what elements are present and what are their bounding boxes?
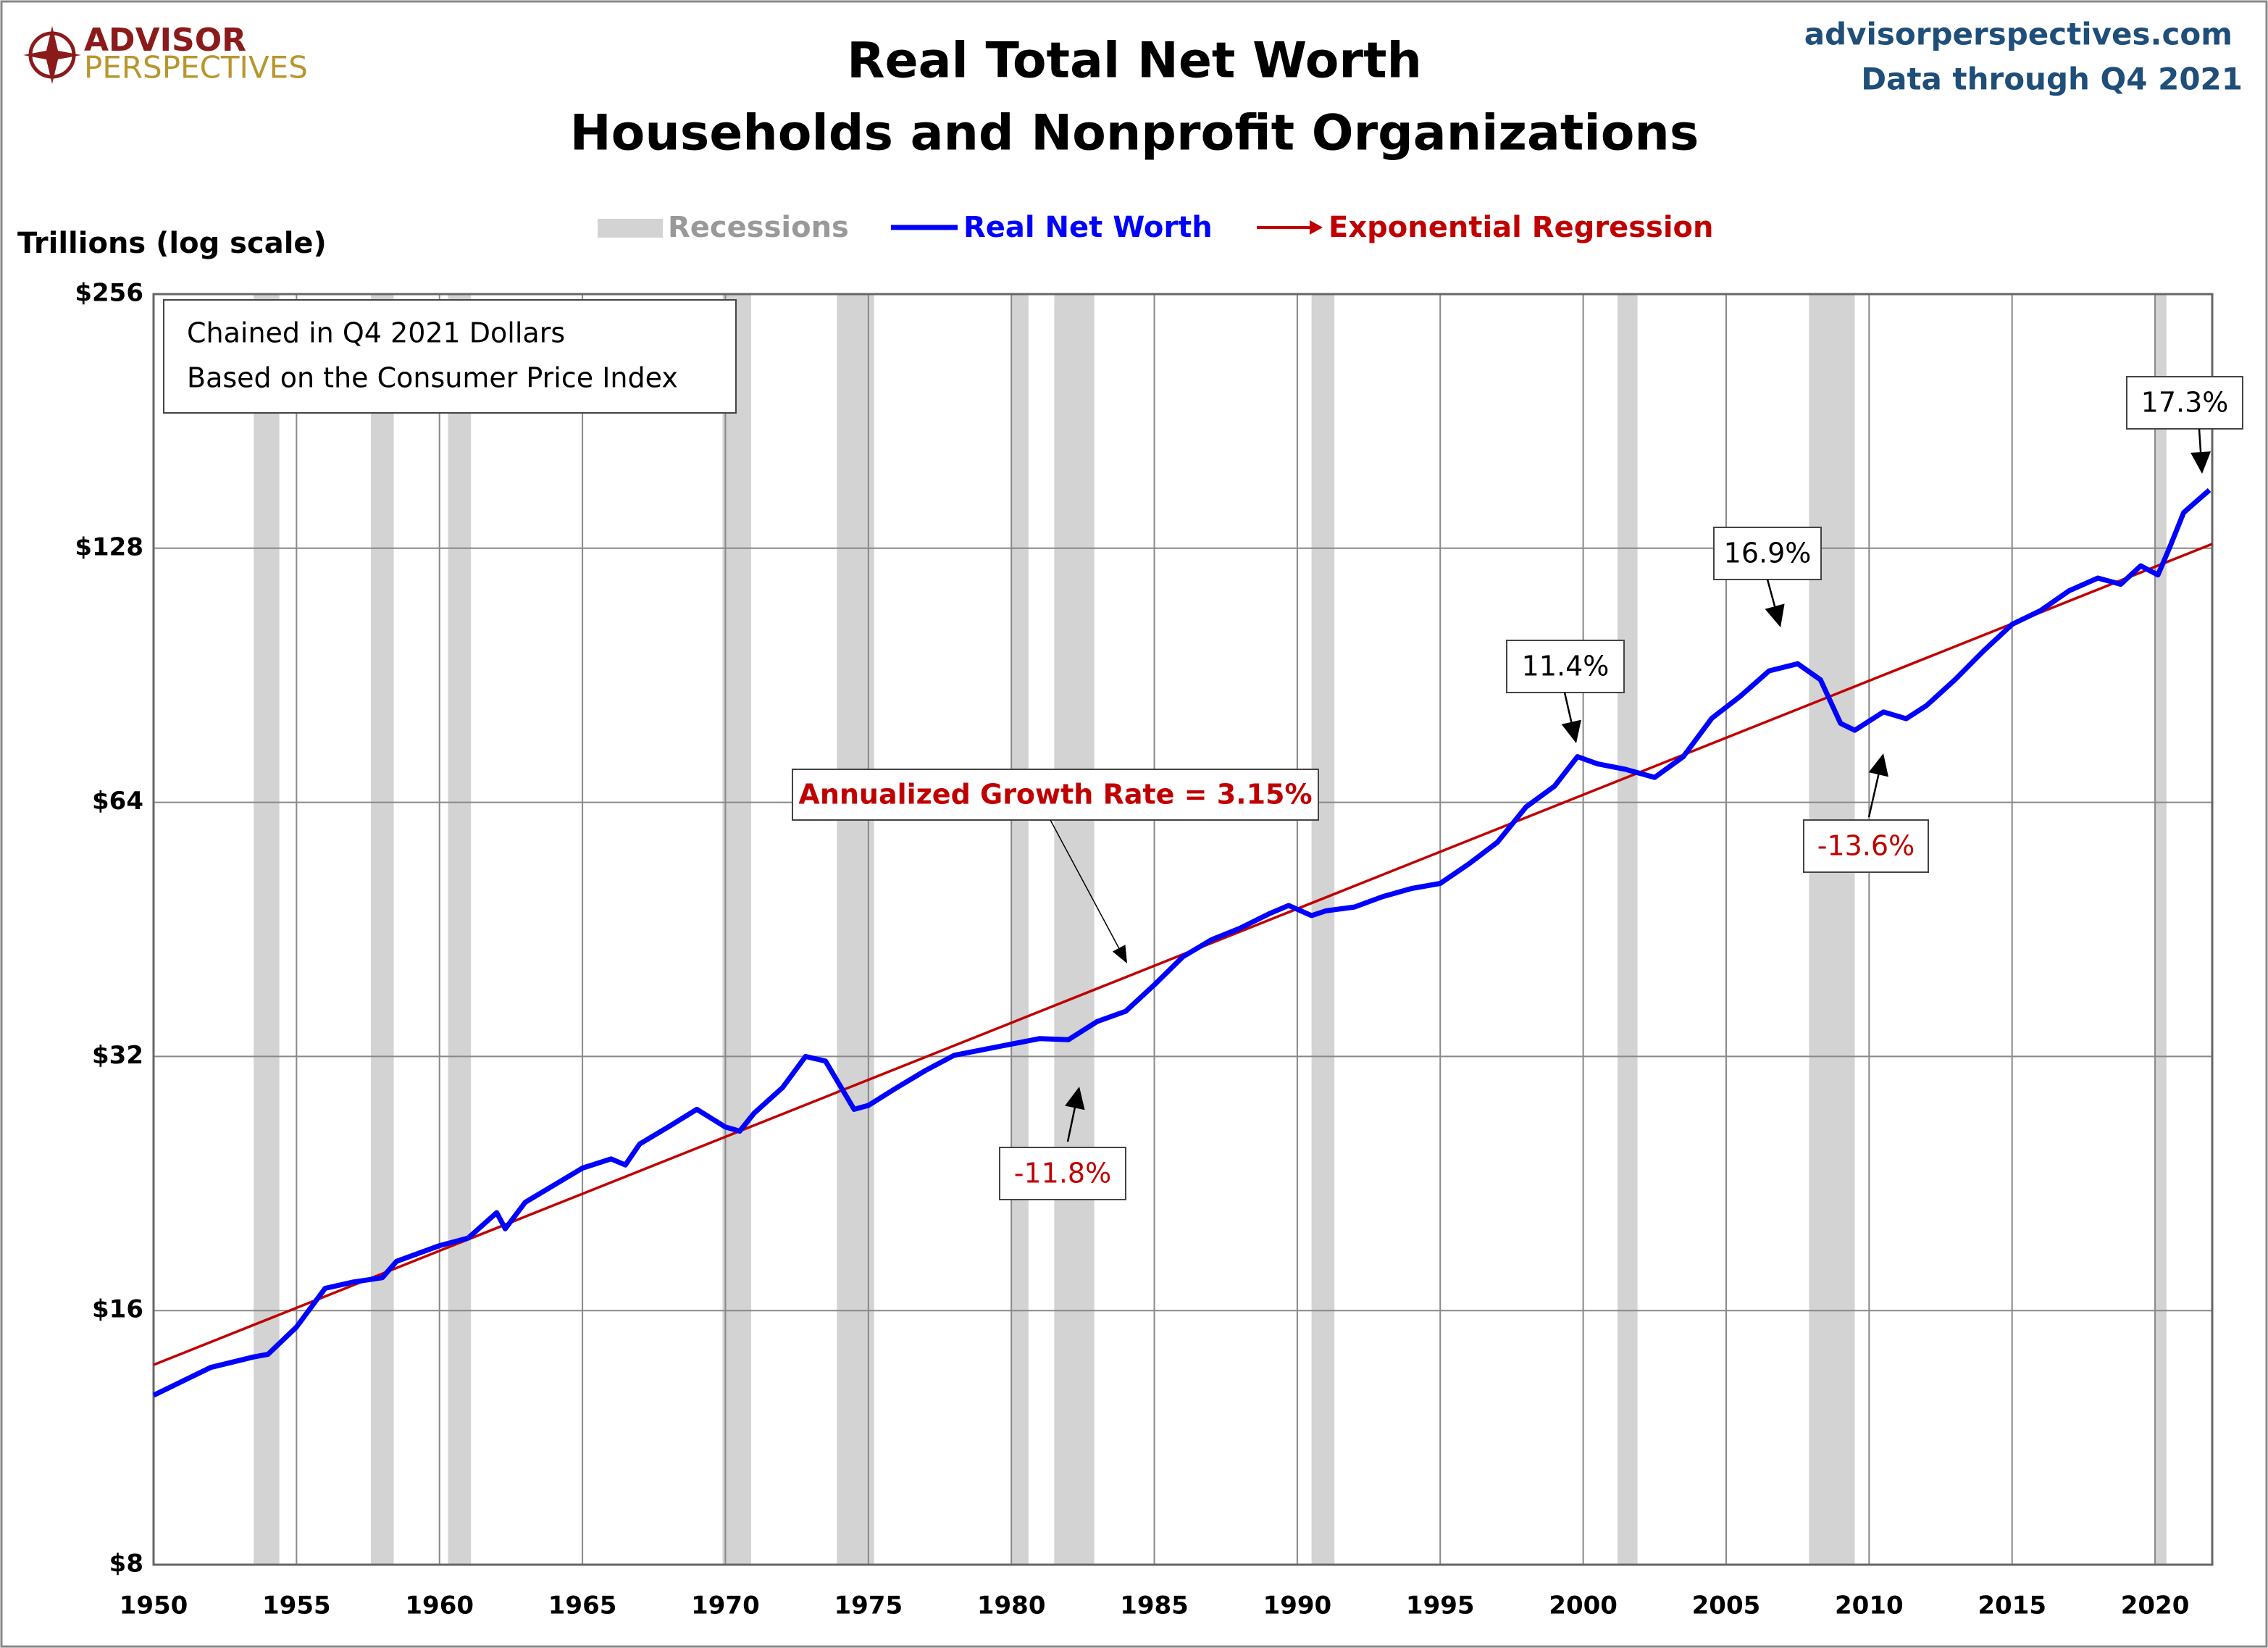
annotation-arrowhead bbox=[1765, 603, 1785, 627]
recession bbox=[1311, 294, 1335, 1565]
y-tick-label: $32 bbox=[92, 1041, 143, 1070]
legend-arrow bbox=[1310, 220, 1323, 235]
y-axis-label: Trillions (log scale) bbox=[17, 227, 327, 260]
recession bbox=[2155, 294, 2167, 1565]
title: Real Total Net Worth bbox=[847, 33, 1422, 90]
annotation: 17.3% bbox=[2141, 387, 2229, 419]
annotation: 16.9% bbox=[1724, 538, 1812, 569]
recession bbox=[1054, 294, 1095, 1565]
annotation-arrowhead bbox=[1065, 1087, 1085, 1110]
annotation-box bbox=[792, 769, 1319, 821]
x-tick-label: 2010 bbox=[1835, 1591, 1904, 1620]
recession bbox=[448, 294, 472, 1565]
recession bbox=[722, 294, 751, 1565]
x-tick-label: 1995 bbox=[1406, 1591, 1475, 1620]
x-tick-label: 1960 bbox=[405, 1591, 474, 1620]
annotation-arrow bbox=[1066, 1108, 1076, 1142]
legend-label: Exponential Regression bbox=[1328, 211, 1713, 244]
y-tick-label: $64 bbox=[92, 787, 143, 816]
x-tick-label: 1950 bbox=[120, 1591, 188, 1620]
x-tick-label: 2015 bbox=[1978, 1591, 2046, 1620]
x-tick-label: 1970 bbox=[691, 1591, 760, 1620]
recession bbox=[254, 294, 280, 1565]
recession bbox=[1617, 294, 1638, 1565]
annotation-arrow bbox=[1050, 819, 1120, 949]
x-tick-label: 1985 bbox=[1120, 1591, 1189, 1620]
legend: Recessions Real Net Worth Exponential Regr… bbox=[598, 211, 1713, 244]
annotation-arrow bbox=[1867, 774, 1880, 818]
logo: ADVISOR PERSPECTIVES bbox=[23, 22, 308, 85]
x-tick-label: 2005 bbox=[1692, 1591, 1761, 1620]
title: Households and Nonprofit Organizations bbox=[570, 105, 1699, 162]
logo-star bbox=[23, 26, 81, 84]
note: Based on the Consumer Price Index bbox=[187, 362, 678, 394]
x-tick-label: 1990 bbox=[1263, 1591, 1332, 1620]
y-tick-label: $256 bbox=[75, 279, 143, 308]
x-tick-label: 2000 bbox=[1549, 1591, 1618, 1620]
annotation-arrow bbox=[2198, 428, 2202, 453]
annotation-arrowhead bbox=[2190, 451, 2211, 474]
series-line bbox=[152, 488, 2211, 1398]
x-tick-label: 1975 bbox=[834, 1591, 903, 1620]
annotation: -11.8% bbox=[1014, 1158, 1111, 1189]
annotation: -13.6% bbox=[1817, 830, 1915, 862]
annotation-box bbox=[1506, 640, 1625, 693]
brand-top: ADVISOR bbox=[84, 22, 246, 59]
x-tick-label: 2020 bbox=[2121, 1591, 2190, 1620]
annotation: 11.4% bbox=[1522, 651, 1610, 682]
x-tick-label: 1955 bbox=[262, 1591, 331, 1620]
plot-border bbox=[152, 293, 2214, 1566]
annotation-box bbox=[2126, 376, 2243, 430]
legend-swatch bbox=[598, 219, 663, 238]
annotation-arrowhead bbox=[1561, 719, 1581, 743]
y-tick-label: $8 bbox=[109, 1549, 143, 1578]
brand-bottom: PERSPECTIVES bbox=[84, 50, 308, 85]
recession bbox=[370, 294, 394, 1565]
y-tick-label: $16 bbox=[92, 1295, 143, 1324]
legend-label: Real Net Worth bbox=[963, 211, 1213, 244]
recession bbox=[1809, 294, 1855, 1565]
data-note: Data through Q4 2021 bbox=[1861, 62, 2243, 97]
annotation-arrowhead bbox=[1868, 753, 1889, 777]
annotation-arrowhead bbox=[1112, 945, 1127, 963]
annotation-box bbox=[1803, 819, 1929, 873]
annotation-box bbox=[1713, 527, 1822, 580]
annotation-arrow bbox=[1766, 579, 1776, 607]
legend-label: Recessions bbox=[668, 211, 849, 244]
x-tick-label: 1980 bbox=[977, 1591, 1046, 1620]
x-tick-label: 1965 bbox=[548, 1591, 617, 1620]
annotation-arrow bbox=[1563, 692, 1573, 723]
annotation: Annualized Growth Rate = 3.15% bbox=[798, 779, 1312, 811]
annotation-box bbox=[999, 1147, 1126, 1200]
note-box bbox=[163, 299, 737, 414]
recession bbox=[1011, 294, 1029, 1565]
site: advisorperspectives.com bbox=[1804, 17, 2233, 52]
note: Chained in Q4 2021 Dollars bbox=[187, 317, 565, 349]
y-tick-label: $128 bbox=[75, 532, 143, 561]
